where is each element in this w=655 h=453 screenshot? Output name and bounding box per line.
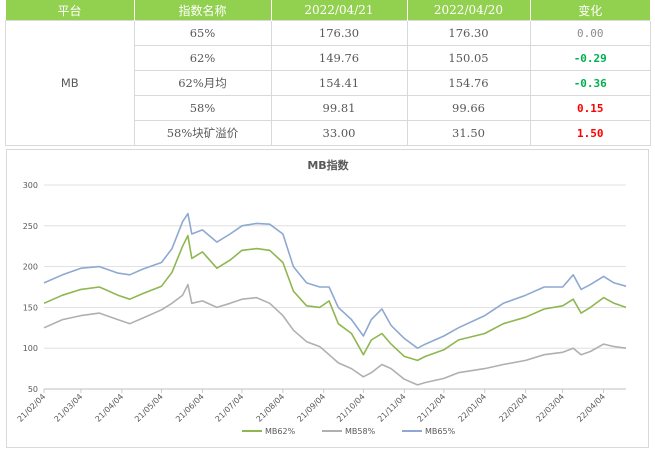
series-line-mb58 [43,283,627,386]
chart-title: MB指数 [307,158,349,172]
table-header-row: 平台 指数名称 2022/04/21 2022/04/20 变化 [5,0,651,21]
x-axis-ticks: 21/02/04 21/03/04 21/04/04 21/05/04 21/06/04… [16,389,607,424]
value-date-2-cell: 150.05 [406,45,531,71]
index-name-cell: 62% [133,45,272,71]
value-date-1-cell: 154.41 [270,70,408,96]
x-tick-label: 21/11/04 [376,392,408,424]
legend: MB62% MB58% MB65% [242,427,456,436]
x-tick-label: 21/04/04 [94,392,126,424]
table-row: 62% 149.76 150.05 -0.29 [6,45,651,71]
y-tick-label: 250 [23,222,38,231]
value-date-1-cell: 149.76 [270,45,408,71]
value-date-2-cell: 99.66 [406,95,531,121]
header-platform: 平台 [5,0,135,21]
x-tick-label: 21/12/04 [416,392,448,424]
x-tick-label: 22/02/04 [497,392,529,424]
header-date-1: 2022/04/21 [271,0,408,21]
table-row: 58%块矿溢价 33.00 31.50 1.50 [6,120,651,146]
value-date-2-cell: 31.50 [406,120,531,146]
x-tick-label: 21/02/04 [16,392,48,424]
index-name-cell: 62%月均 [133,70,272,96]
y-tick-label: 50 [28,385,38,394]
change-cell: -0.36 [529,70,651,96]
header-change: 变化 [530,0,651,21]
series-lines [43,212,627,386]
y-tick-label: 200 [23,263,38,272]
legend-label: MB58% [345,427,376,436]
x-tick-label: 21/07/04 [214,392,246,424]
grid-lines [44,184,626,390]
y-tick-label: 150 [23,303,38,312]
value-date-2-cell: 176.30 [406,20,531,46]
index-name-cell: 58% [133,95,272,121]
table-body: MB 65% 176.30 176.30 0.00 62% 149.76 150.05 -0.2… [5,20,651,146]
y-axis-ticks: 50 100 150 200 250 300 [23,181,38,394]
legend-label: MB65% [425,427,456,436]
x-tick-label: 21/09/04 [295,392,327,424]
index-name-cell: 65% [133,20,272,46]
value-date-1-cell: 33.00 [270,120,408,146]
x-tick-label: 21/06/04 [174,392,206,424]
x-tick-label: 21/08/04 [255,392,287,424]
change-cell: 0.15 [529,95,651,121]
table-row: MB 65% 176.30 176.30 0.00 [5,20,651,146]
x-tick-label: 22/01/04 [456,392,488,424]
y-tick-label: 100 [23,344,38,353]
series-line-mb65 [43,212,627,349]
change-cell: -0.29 [529,45,651,71]
legend-label: MB62% [265,427,296,436]
chart-frame [6,149,649,448]
change-cell: 1.50 [529,120,651,146]
header-index-name: 指数名称 [134,0,272,21]
x-tick-label: 21/05/04 [133,392,165,424]
y-tick-label: 300 [23,181,38,190]
x-tick-label: 22/04/04 [575,392,607,424]
x-tick-label: 21/10/04 [335,392,367,424]
header-date-2: 2022/04/20 [407,0,531,21]
platform-cell: MB [5,20,135,146]
x-tick-label: 21/03/04 [53,392,85,424]
value-date-2-cell: 154.76 [406,70,531,96]
index-name-cell: 58%块矿溢价 [133,120,272,146]
table-row: 58% 99.81 99.66 0.15 [6,95,651,121]
table-row: 62%月均 154.41 154.76 -0.36 [6,70,651,96]
x-tick-label: 22/03/04 [534,392,566,424]
price-table: 平台 指数名称 2022/04/21 2022/04/20 变化 MB 65% 17… [5,0,651,146]
value-date-1-cell: 176.30 [270,20,408,46]
value-date-1-cell: 99.81 [270,95,408,121]
series-line-mb62 [43,234,627,362]
change-cell: 0.00 [529,20,651,46]
